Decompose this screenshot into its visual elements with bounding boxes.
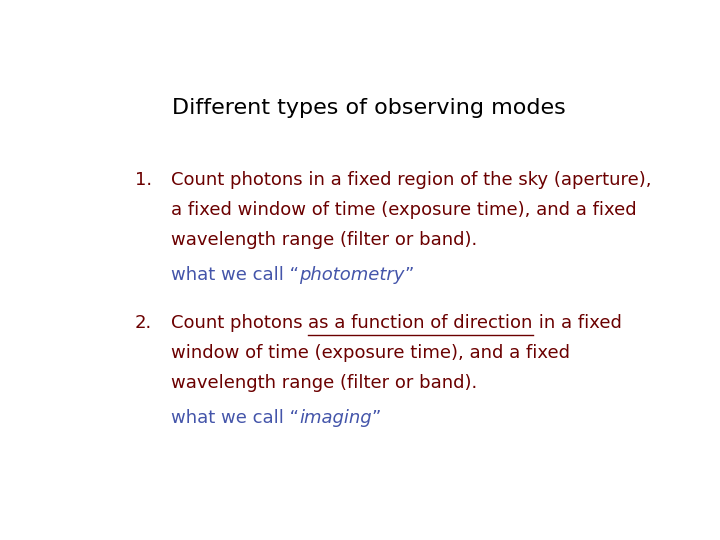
Text: in a fixed: in a fixed bbox=[533, 314, 621, 332]
Text: 2.: 2. bbox=[135, 314, 152, 332]
Text: as a function of direction: as a function of direction bbox=[308, 314, 533, 332]
Text: Different types of observing modes: Different types of observing modes bbox=[172, 98, 566, 118]
Text: 1.: 1. bbox=[135, 171, 152, 189]
Text: window of time (exposure time), and a fixed: window of time (exposure time), and a fi… bbox=[171, 344, 570, 362]
Text: wavelength range (filter or band).: wavelength range (filter or band). bbox=[171, 374, 477, 391]
Text: Count photons: Count photons bbox=[171, 314, 308, 332]
Text: ”: ” bbox=[372, 409, 381, 427]
Text: what we call “: what we call “ bbox=[171, 266, 299, 284]
Text: what we call “: what we call “ bbox=[171, 409, 299, 427]
Text: Count photons in a fixed region of the sky (aperture),: Count photons in a fixed region of the s… bbox=[171, 171, 652, 189]
Text: imaging: imaging bbox=[299, 409, 372, 427]
Text: a fixed window of time (exposure time), and a fixed: a fixed window of time (exposure time), … bbox=[171, 201, 636, 219]
Text: photometry: photometry bbox=[299, 266, 405, 284]
Text: wavelength range (filter or band).: wavelength range (filter or band). bbox=[171, 231, 477, 249]
Text: ”: ” bbox=[405, 266, 414, 284]
